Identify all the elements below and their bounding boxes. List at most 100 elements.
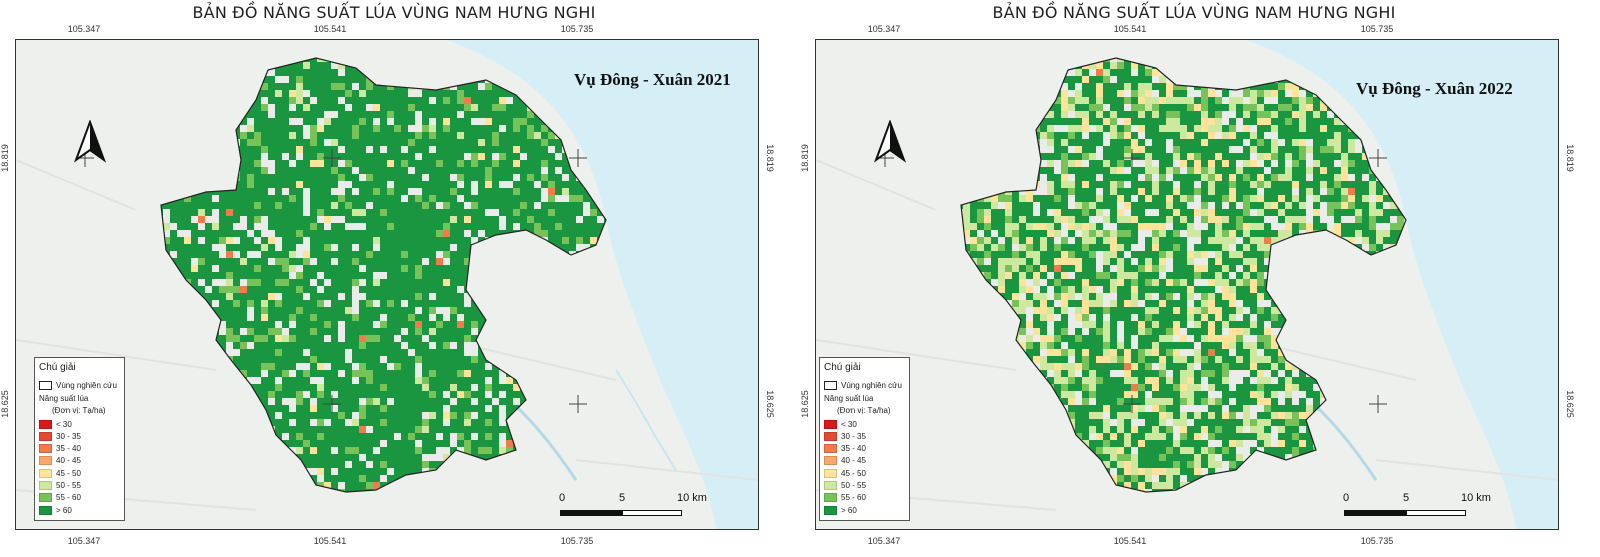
raster-cell bbox=[534, 132, 541, 139]
raster-cell bbox=[1243, 76, 1250, 83]
raster-cell bbox=[464, 314, 471, 321]
raster-cell bbox=[415, 391, 422, 398]
raster-cell bbox=[373, 356, 380, 363]
raster-cell bbox=[254, 258, 261, 265]
raster-cell bbox=[583, 356, 590, 363]
raster-cell bbox=[562, 174, 569, 181]
raster-cell bbox=[289, 384, 296, 391]
raster-cell bbox=[422, 440, 429, 447]
raster-cell bbox=[415, 58, 422, 62]
raster-cell bbox=[415, 272, 422, 279]
raster-cell bbox=[555, 202, 562, 209]
raster-cell bbox=[471, 216, 478, 223]
raster-cell bbox=[520, 83, 527, 90]
raster-cell bbox=[541, 286, 548, 293]
raster-cell bbox=[254, 489, 261, 492]
raster-cell bbox=[345, 356, 352, 363]
raster-cell bbox=[555, 412, 562, 419]
raster-cell bbox=[401, 111, 408, 118]
raster-cell bbox=[478, 349, 485, 356]
raster-cell bbox=[597, 328, 604, 335]
raster-cell bbox=[240, 419, 247, 426]
raster-cell bbox=[443, 167, 450, 174]
raster-cell bbox=[513, 286, 520, 293]
raster-cell bbox=[1005, 62, 1012, 69]
raster-cell bbox=[562, 216, 569, 223]
raster-cell bbox=[261, 384, 268, 391]
raster-cell bbox=[163, 174, 170, 181]
raster-cell bbox=[303, 286, 310, 293]
raster-cell bbox=[317, 489, 324, 492]
raster-cell bbox=[352, 489, 359, 492]
raster-cell bbox=[1138, 111, 1145, 118]
raster-cell bbox=[268, 454, 275, 461]
raster-cell bbox=[177, 489, 184, 492]
raster-cell bbox=[541, 461, 548, 468]
raster-cell bbox=[275, 489, 282, 492]
raster-cell bbox=[219, 468, 226, 475]
sea-area bbox=[1246, 40, 1558, 529]
raster-cell bbox=[303, 97, 310, 104]
raster-cell bbox=[233, 202, 240, 209]
raster-cell bbox=[597, 300, 604, 307]
raster-cell bbox=[177, 426, 184, 433]
raster-cell bbox=[408, 426, 415, 433]
raster-cell bbox=[520, 482, 527, 489]
raster-cell bbox=[261, 279, 268, 286]
raster-cell bbox=[1103, 125, 1110, 132]
raster-cell bbox=[541, 279, 548, 286]
raster-cell bbox=[219, 447, 226, 454]
raster-cell bbox=[520, 293, 527, 300]
raster-cell bbox=[289, 412, 296, 419]
raster-cell bbox=[282, 496, 289, 503]
raster-cell bbox=[1138, 69, 1145, 76]
raster-cell bbox=[450, 405, 457, 412]
raster-cell bbox=[177, 90, 184, 97]
raster-cell bbox=[597, 342, 604, 349]
raster-cell bbox=[1222, 111, 1229, 118]
raster-cell bbox=[247, 132, 254, 139]
raster-cell bbox=[1152, 125, 1159, 132]
raster-cell bbox=[205, 258, 212, 265]
raster-cell bbox=[590, 237, 597, 244]
raster-cell bbox=[205, 76, 212, 83]
raster-cell bbox=[331, 251, 338, 258]
raster-cell bbox=[478, 412, 485, 419]
raster-cell bbox=[296, 251, 303, 258]
raster-cell bbox=[317, 405, 324, 412]
raster-cell bbox=[394, 146, 401, 153]
raster-cell bbox=[198, 482, 205, 489]
raster-cell bbox=[611, 447, 618, 454]
raster-cell bbox=[485, 244, 492, 251]
raster-cell bbox=[184, 489, 191, 492]
raster-cell bbox=[520, 216, 527, 223]
raster-cell bbox=[219, 237, 226, 244]
raster-cell bbox=[254, 202, 261, 209]
raster-cell bbox=[261, 111, 268, 118]
raster-cell bbox=[205, 307, 212, 314]
raster-cell bbox=[219, 244, 226, 251]
raster-cell bbox=[345, 188, 352, 195]
raster-cell bbox=[275, 349, 282, 356]
raster-cell bbox=[415, 174, 422, 181]
raster-cell bbox=[163, 398, 170, 405]
raster-cell bbox=[359, 349, 366, 356]
raster-cell bbox=[261, 419, 268, 426]
raster-cell bbox=[212, 293, 219, 300]
raster-cell bbox=[1124, 104, 1131, 111]
raster-cell bbox=[548, 384, 555, 391]
raster-cell bbox=[296, 146, 303, 153]
raster-cell bbox=[191, 265, 198, 272]
raster-cell bbox=[191, 293, 198, 300]
raster-cell bbox=[1012, 76, 1019, 83]
raster-cell bbox=[977, 83, 984, 90]
raster-cell bbox=[534, 286, 541, 293]
raster-cell bbox=[352, 195, 359, 202]
raster-cell bbox=[513, 489, 520, 492]
raster-cell bbox=[247, 300, 254, 307]
raster-cell bbox=[408, 167, 415, 174]
raster-cell bbox=[219, 363, 226, 370]
raster-cell bbox=[478, 118, 485, 125]
raster-cell bbox=[233, 461, 240, 468]
raster-cell bbox=[191, 405, 198, 412]
